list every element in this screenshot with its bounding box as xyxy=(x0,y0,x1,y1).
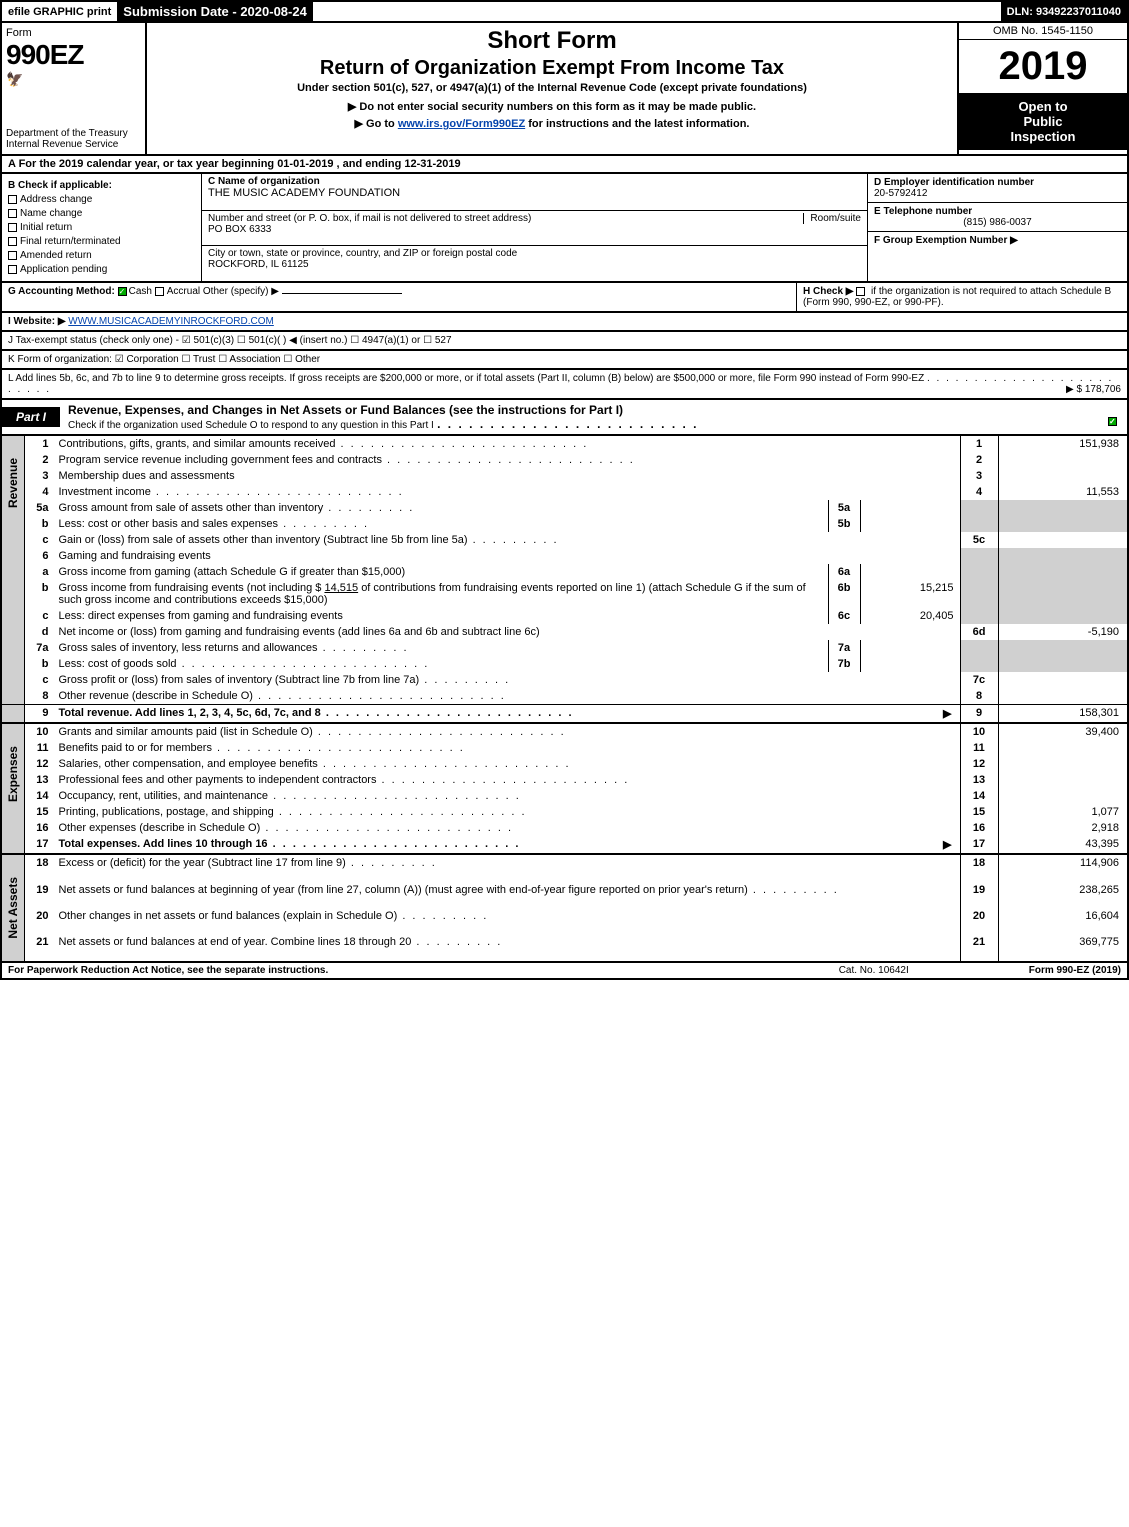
omb-number: OMB No. 1545-1150 xyxy=(959,23,1127,40)
form-number: 990EZ xyxy=(6,39,141,71)
top-bar: efile GRAPHIC print Submission Date - 20… xyxy=(0,0,1129,23)
part1-check-text: Check if the organization used Schedule … xyxy=(68,420,434,431)
open-line2: Public xyxy=(965,114,1121,129)
part1-title: Revenue, Expenses, and Changes in Net As… xyxy=(60,400,1127,434)
revenue-tab: Revenue xyxy=(1,436,25,705)
box-c: C Name of organization THE MUSIC ACADEMY… xyxy=(202,174,867,281)
box-def: D Employer identification number 20-5792… xyxy=(867,174,1127,281)
city-value: ROCKFORD, IL 61125 xyxy=(208,259,309,270)
g-label: G Accounting Method: xyxy=(8,286,115,297)
goto-line: ▶ Go to www.irs.gov/Form990EZ for instru… xyxy=(155,117,949,130)
row-k: K Form of organization: ☑ Corporation ☐ … xyxy=(0,351,1129,370)
po-box: PO BOX 6333 xyxy=(208,224,271,235)
c-label: C Name of organization xyxy=(208,176,320,187)
section-a: A For the 2019 calendar year, or tax yea… xyxy=(0,156,1129,174)
open-to-public: Open to Public Inspection xyxy=(959,93,1127,150)
header-left: Form 990EZ 🦅 Department of the Treasury … xyxy=(2,23,147,154)
header-right: OMB No. 1545-1150 2019 Open to Public In… xyxy=(957,23,1127,154)
line-1-desc: Contributions, gifts, grants, and simila… xyxy=(55,436,961,452)
chk-final-return[interactable]: Final return/terminated xyxy=(8,236,195,247)
h-check: H Check ▶ if the organization is not req… xyxy=(797,283,1127,311)
under-section: Under section 501(c), 527, or 4947(a)(1)… xyxy=(155,82,949,94)
pra-notice: For Paperwork Reduction Act Notice, see … xyxy=(8,965,328,976)
open-line3: Inspection xyxy=(965,129,1121,144)
chk-address-change[interactable]: Address change xyxy=(8,194,195,205)
chk-amended[interactable]: Amended return xyxy=(8,250,195,261)
part1-table: Revenue 1 Contributions, gifts, grants, … xyxy=(0,436,1129,963)
f-label: F Group Exemption Number ▶ xyxy=(874,235,1018,246)
row-l: L Add lines 5b, 6c, and 7b to line 9 to … xyxy=(0,370,1129,400)
return-title: Return of Organization Exempt From Incom… xyxy=(155,57,949,80)
irs-label: Internal Revenue Service xyxy=(6,139,141,150)
ein: 20-5792412 xyxy=(874,188,927,199)
chk-h[interactable] xyxy=(856,287,865,296)
line-1-num: 1 xyxy=(960,436,998,452)
goto-pre: ▶ Go to xyxy=(355,118,398,130)
form-word: Form xyxy=(6,27,141,39)
form-rev: Form 990-EZ (2019) xyxy=(1029,965,1121,976)
chk-schedule-o[interactable] xyxy=(1108,417,1117,426)
chk-accrual[interactable] xyxy=(155,287,164,296)
address-row: Number and street (or P. O. box, if mail… xyxy=(202,211,867,247)
group-exempt-row: F Group Exemption Number ▶ xyxy=(868,232,1127,249)
net-assets-tab: Net Assets xyxy=(1,854,25,962)
org-name: THE MUSIC ACADEMY FOUNDATION xyxy=(208,187,400,199)
website-link[interactable]: WWW.MUSICACADEMYINROCKFORD.COM xyxy=(68,316,274,327)
dln-label: DLN: 93492237011040 xyxy=(1001,2,1127,21)
phone: (815) 986-0037 xyxy=(874,217,1121,228)
ein-row: D Employer identification number 20-5792… xyxy=(868,174,1127,203)
form-header: Form 990EZ 🦅 Department of the Treasury … xyxy=(0,23,1129,156)
goto-post: for instructions and the latest informat… xyxy=(525,118,749,130)
page-footer: For Paperwork Reduction Act Notice, see … xyxy=(0,963,1129,980)
chk-cash[interactable] xyxy=(118,287,127,296)
accounting-method: G Accounting Method: Cash Accrual Other … xyxy=(2,283,797,311)
d-label: D Employer identification number xyxy=(874,177,1034,188)
box-b-title: B Check if applicable: xyxy=(8,180,195,191)
tax-year: 2019 xyxy=(959,40,1127,93)
h-label: H Check ▶ xyxy=(803,286,853,297)
part1-label: Part I xyxy=(2,407,60,427)
row-i: I Website: ▶ WWW.MUSICACADEMYINROCKFORD.… xyxy=(0,313,1129,332)
treasury-icon: 🦅 xyxy=(6,71,141,88)
l-text: L Add lines 5b, 6c, and 7b to line 9 to … xyxy=(8,373,924,384)
row-j: J Tax-exempt status (check only one) - ☑… xyxy=(0,332,1129,351)
e-label: E Telephone number xyxy=(874,206,972,217)
city-label: City or town, state or province, country… xyxy=(208,248,517,259)
phone-row: E Telephone number (815) 986-0037 xyxy=(868,203,1127,232)
line-1-val: 151,938 xyxy=(998,436,1128,452)
part1-header: Part I Revenue, Expenses, and Changes in… xyxy=(0,400,1129,436)
header-center: Short Form Return of Organization Exempt… xyxy=(147,23,957,154)
line-1-no: 1 xyxy=(25,436,55,452)
efile-label[interactable]: efile GRAPHIC print xyxy=(2,2,117,21)
org-name-row: C Name of organization THE MUSIC ACADEMY… xyxy=(202,174,867,211)
open-line1: Open to xyxy=(965,99,1121,114)
line6b-included-amount: 14,515 xyxy=(324,582,358,594)
other-specify-input[interactable] xyxy=(282,293,402,294)
cat-no: Cat. No. 10642I xyxy=(839,965,909,976)
short-form-title: Short Form xyxy=(155,27,949,55)
chk-initial-return[interactable]: Initial return xyxy=(8,222,195,233)
submission-date-button[interactable]: Submission Date - 2020-08-24 xyxy=(117,2,313,21)
expenses-tab: Expenses xyxy=(1,723,25,854)
l-amount: ▶ $ 178,706 xyxy=(1066,384,1121,395)
box-b: B Check if applicable: Address change Na… xyxy=(2,174,202,281)
chk-pending[interactable]: Application pending xyxy=(8,264,195,275)
room-label: Room/suite xyxy=(803,213,861,224)
do-not-enter: ▶ Do not enter social security numbers o… xyxy=(155,100,949,113)
city-row: City or town, state or province, country… xyxy=(202,246,867,281)
chk-name-change[interactable]: Name change xyxy=(8,208,195,219)
department-label: Department of the Treasury xyxy=(6,128,141,139)
entity-block: B Check if applicable: Address change Na… xyxy=(0,174,1129,283)
addr-label: Number and street (or P. O. box, if mail… xyxy=(208,213,531,224)
i-label: I Website: ▶ xyxy=(8,316,66,327)
row-gh: G Accounting Method: Cash Accrual Other … xyxy=(0,283,1129,313)
irs-link[interactable]: www.irs.gov/Form990EZ xyxy=(398,118,525,130)
